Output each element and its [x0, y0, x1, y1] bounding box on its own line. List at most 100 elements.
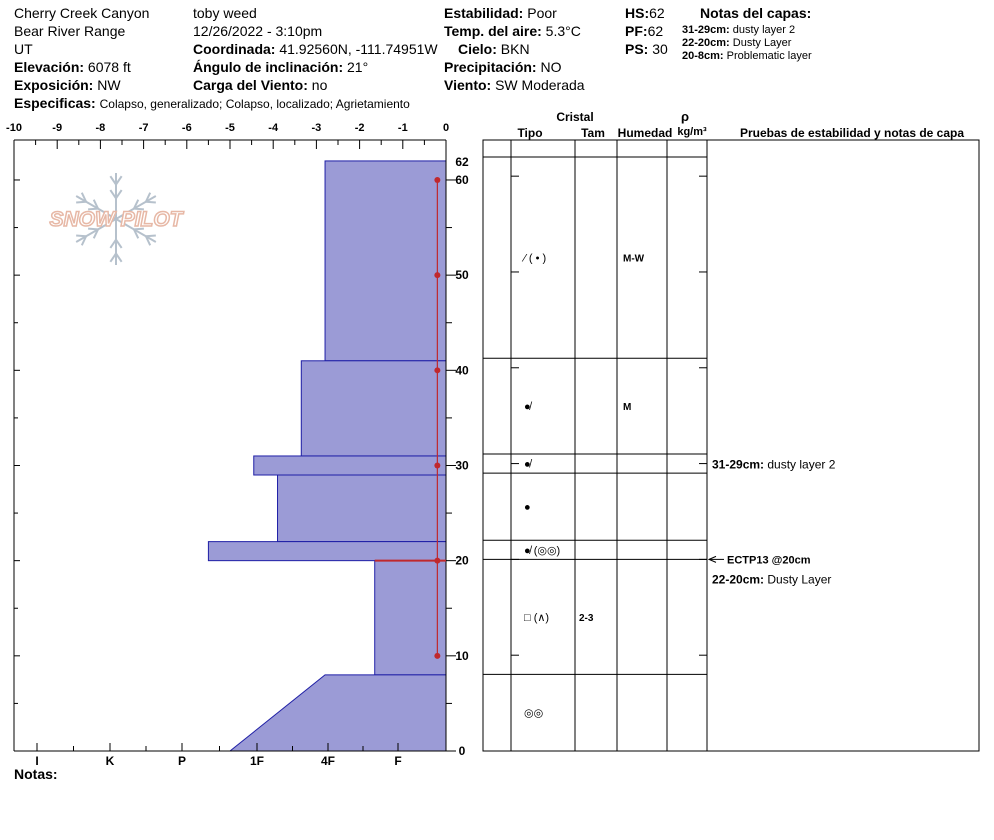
temperature-point [434, 272, 441, 279]
flake-branch [80, 192, 88, 203]
depth-tick-label: 0 [459, 744, 466, 758]
flake-branch [133, 228, 140, 239]
coord-value: 41.92560N, -111.74951W [279, 41, 438, 57]
test-note: 31-29cm: dusty layer 2 [712, 458, 836, 472]
top-tick-label: -3 [312, 122, 322, 134]
table-frame [482, 139, 980, 752]
wind-label: Viento: [444, 77, 492, 93]
precip-label: Precipitación: [444, 59, 537, 75]
layer-table: Cristal Tipo Tam Humedad ρ kg/m³ Pruebas de es… [482, 109, 980, 752]
stability: Estabilidad: Poor [444, 4, 557, 22]
specifics-label: Especificas: [14, 95, 96, 111]
hardness-tick-label: P [178, 754, 186, 768]
flake-branch [109, 239, 117, 249]
flake-branch [76, 200, 87, 204]
top-tick-label: -8 [96, 122, 106, 134]
hardness-layer [374, 560, 447, 676]
hardness-layer [207, 541, 447, 562]
flake-branch [92, 228, 99, 239]
state: UT [14, 41, 33, 57]
flake-branch [109, 189, 117, 199]
flake-branch [115, 175, 123, 186]
air-temp: Temp. del aire: 5.3°C [444, 22, 581, 40]
crystal-type: ●̸ [524, 401, 533, 413]
wind: Viento: SW Moderada [444, 76, 585, 94]
hs: HS:62 [625, 4, 665, 22]
depth-tick-label: 20 [455, 554, 469, 568]
temperature-point [434, 367, 441, 374]
slope-angle: Ángulo de inclinación: 21° [193, 58, 368, 76]
top-tick-label: -2 [355, 122, 365, 134]
flake-branch [133, 227, 144, 231]
ps-value: 30 [652, 41, 668, 57]
test-note: 22-20cm: Dusty Layer [712, 572, 831, 586]
top-tick-label: -4 [268, 122, 279, 134]
pf-value: 62 [647, 23, 664, 39]
hardness-tick-label: 1F [250, 754, 264, 768]
hardness-layer [277, 474, 447, 543]
stability-label: Estabilidad: [444, 5, 524, 21]
coord-label: Coordinada: [193, 41, 276, 57]
flake-branch [80, 235, 88, 246]
top-tick-label: -10 [6, 122, 22, 134]
test-result: ECTP13 @20cm [727, 554, 811, 566]
crystal-type: ●̸ [524, 459, 533, 471]
hardness-tick-label: K [106, 754, 115, 768]
hardness-tick-label: F [394, 754, 401, 768]
top-tick-label: -6 [182, 122, 192, 134]
depth-tick-label: 30 [455, 458, 469, 472]
aspect-label: Exposición: [14, 77, 94, 93]
col-type: Tipo [517, 126, 542, 140]
range: Bear River Range [14, 23, 126, 39]
top-tick-label: 0 [443, 122, 449, 134]
depth-tick-label: 50 [455, 268, 469, 282]
layer-note: 22-20cm: Dusty Layer [682, 37, 792, 49]
flake-branch [76, 234, 87, 238]
datetime: 12/26/2022 - 3:10pm [193, 23, 323, 39]
aspect-value: NW [97, 77, 121, 93]
flake-branch [145, 234, 156, 238]
hardness-tick-label: 4F [321, 754, 335, 768]
flake-branch [115, 252, 123, 263]
flake-arm [75, 195, 117, 220]
flake-branch [88, 207, 99, 211]
hardness-layer [228, 674, 447, 752]
sky-value: BKN [500, 41, 530, 57]
crystal-type: ⁄ ( • ) [521, 253, 546, 265]
crystal-type: ● [524, 502, 531, 514]
aspect: Exposición: NW [14, 76, 121, 94]
hs-value: 62 [649, 5, 665, 21]
crystal-type: ●̸ (◎◎) [524, 545, 560, 557]
col-density-symbol: ρ [681, 109, 689, 124]
flake-branch [88, 227, 99, 231]
col-density-unit: kg/m³ [677, 126, 707, 138]
stability-value: Poor [527, 5, 557, 21]
flake-arm [115, 218, 157, 243]
location: Cherry Creek Canyon [14, 5, 150, 21]
hardness-layer [253, 455, 447, 476]
snow-height-label: 62 [455, 155, 469, 169]
flake-branch [144, 192, 152, 203]
sky-label: Cielo: [458, 41, 497, 57]
crystal-size: 2-3 [579, 613, 594, 624]
wind-load: Carga del Viento: no [193, 76, 327, 94]
col-size: Tam [581, 126, 605, 140]
flake-branch [115, 239, 123, 249]
depth-tick-label: 40 [455, 363, 469, 377]
sky: Cielo: BKN [458, 40, 530, 58]
depth-tick-label: 10 [455, 649, 469, 663]
coordinates: Coordinada: 41.92560N, -111.74951W [193, 40, 438, 58]
temperature-point [434, 652, 441, 659]
layer-note: 31-29cm: dusty layer 2 [682, 24, 796, 36]
flake-arm [75, 218, 117, 243]
hardness-layer [324, 160, 447, 362]
elevation-value: 6078 ft [87, 59, 131, 75]
specifics: Especificas: Colapso, generalizado; Cola… [14, 94, 410, 113]
hs-label: HS: [625, 5, 650, 21]
wind-load-value: no [311, 77, 328, 93]
air-temp-label: Temp. del aire: [444, 23, 542, 39]
flake-branch [109, 252, 117, 263]
humidity-value: M-W [623, 254, 645, 265]
top-tick-label: -9 [52, 122, 62, 134]
elevation: Elevación: 6078 ft [14, 58, 131, 76]
